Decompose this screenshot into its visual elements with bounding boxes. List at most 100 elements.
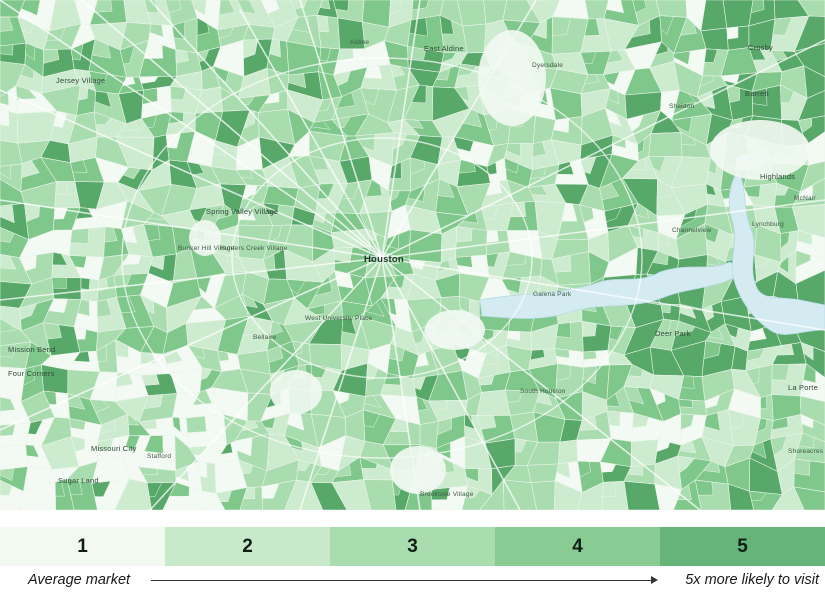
census-tract bbox=[558, 439, 579, 465]
census-tract bbox=[119, 44, 135, 64]
census-tract bbox=[704, 394, 721, 409]
census-tract bbox=[78, 84, 89, 101]
census-tract bbox=[288, 73, 307, 89]
census-tract bbox=[186, 161, 205, 176]
census-tract bbox=[120, 120, 141, 131]
census-tract bbox=[172, 417, 182, 433]
census-tract bbox=[315, 465, 331, 475]
census-tract bbox=[165, 132, 181, 149]
census-tract bbox=[476, 415, 497, 430]
census-tract bbox=[506, 143, 521, 157]
census-tract bbox=[607, 88, 619, 105]
low-activity-area bbox=[390, 446, 446, 494]
census-tract bbox=[297, 459, 311, 472]
census-tract bbox=[170, 370, 187, 384]
census-tract bbox=[306, 304, 326, 315]
census-tract bbox=[260, 0, 280, 15]
map-canvas[interactable]: Jersey Village Aldine East Aldine Dyersdale… bbox=[0, 0, 825, 510]
census-tract bbox=[69, 418, 86, 431]
census-tract bbox=[192, 389, 213, 406]
census-tract bbox=[238, 459, 254, 475]
census-tract bbox=[97, 438, 114, 452]
census-tract bbox=[648, 132, 683, 158]
place-label: Barrett bbox=[745, 89, 770, 98]
census-tract bbox=[0, 343, 16, 358]
census-tract bbox=[267, 225, 283, 244]
census-tract bbox=[678, 399, 693, 408]
place-label: Hunters Creek Village bbox=[220, 245, 287, 252]
census-tract bbox=[333, 70, 351, 87]
census-tract bbox=[243, 109, 255, 129]
census-tract bbox=[509, 201, 527, 217]
census-tract bbox=[242, 316, 261, 336]
census-tract bbox=[336, 91, 356, 109]
census-tract bbox=[655, 41, 668, 56]
census-tract bbox=[42, 322, 62, 340]
census-tract bbox=[797, 0, 825, 17]
census-tract bbox=[113, 274, 132, 287]
highway bbox=[149, 257, 383, 510]
census-tract bbox=[623, 386, 645, 405]
census-tract bbox=[746, 348, 766, 362]
census-tract bbox=[606, 410, 621, 427]
census-tract bbox=[506, 330, 521, 342]
census-tract bbox=[292, 341, 303, 354]
census-tract bbox=[217, 26, 234, 39]
census-tract bbox=[407, 184, 426, 202]
census-tract bbox=[599, 183, 620, 201]
census-tract bbox=[460, 108, 482, 128]
census-tract bbox=[458, 159, 476, 174]
census-tract bbox=[748, 47, 766, 61]
place-label: Jersey Village bbox=[56, 76, 105, 85]
census-tract bbox=[88, 70, 109, 83]
census-tract bbox=[751, 441, 767, 459]
census-tract bbox=[486, 253, 499, 268]
census-tract bbox=[138, 466, 158, 476]
census-tract bbox=[196, 17, 210, 36]
census-tract bbox=[649, 387, 666, 406]
census-tract bbox=[479, 479, 505, 510]
census-tract bbox=[455, 255, 473, 268]
census-tract bbox=[21, 0, 41, 16]
census-tract bbox=[336, 48, 354, 63]
highway bbox=[0, 199, 383, 259]
highway bbox=[381, 0, 538, 259]
census-tract bbox=[333, 0, 349, 12]
census-tract bbox=[680, 16, 697, 36]
loop-highway bbox=[231, 137, 533, 379]
census-tract bbox=[673, 50, 691, 65]
legend-level-4: 4 bbox=[495, 527, 660, 566]
place-label: Dyersdale bbox=[532, 62, 563, 69]
choropleth-map[interactable]: Jersey Village Aldine East Aldine Dyersdale… bbox=[0, 0, 825, 510]
census-tract bbox=[679, 304, 697, 319]
census-tract bbox=[798, 117, 812, 133]
census-tract bbox=[319, 0, 331, 10]
census-tract bbox=[604, 206, 622, 223]
highway bbox=[381, 257, 701, 510]
legend-level-1: 1 bbox=[0, 527, 165, 566]
census-tract bbox=[80, 277, 91, 290]
census-tract bbox=[365, 301, 385, 318]
census-tract bbox=[0, 16, 14, 32]
place-label: Four Corners bbox=[8, 369, 55, 378]
census-tract bbox=[419, 420, 439, 449]
census-tract bbox=[745, 367, 760, 385]
census-tract bbox=[149, 23, 164, 38]
census-tract bbox=[310, 482, 348, 510]
census-tract bbox=[19, 254, 37, 272]
census-tract bbox=[284, 479, 324, 510]
census-tract bbox=[15, 85, 38, 100]
census-tract bbox=[89, 399, 110, 413]
census-tract bbox=[263, 91, 280, 105]
census-tract bbox=[269, 320, 283, 337]
census-tract bbox=[428, 400, 449, 412]
census-tract bbox=[138, 76, 159, 84]
place-label: East Aldine bbox=[424, 44, 464, 53]
census-tract bbox=[308, 155, 329, 171]
census-tract bbox=[775, 182, 789, 196]
census-tract bbox=[0, 227, 15, 243]
census-tract bbox=[77, 299, 90, 317]
census-tract bbox=[627, 364, 644, 377]
census-tract bbox=[435, 442, 451, 460]
place-label: Bunker Hill Village bbox=[178, 245, 235, 252]
